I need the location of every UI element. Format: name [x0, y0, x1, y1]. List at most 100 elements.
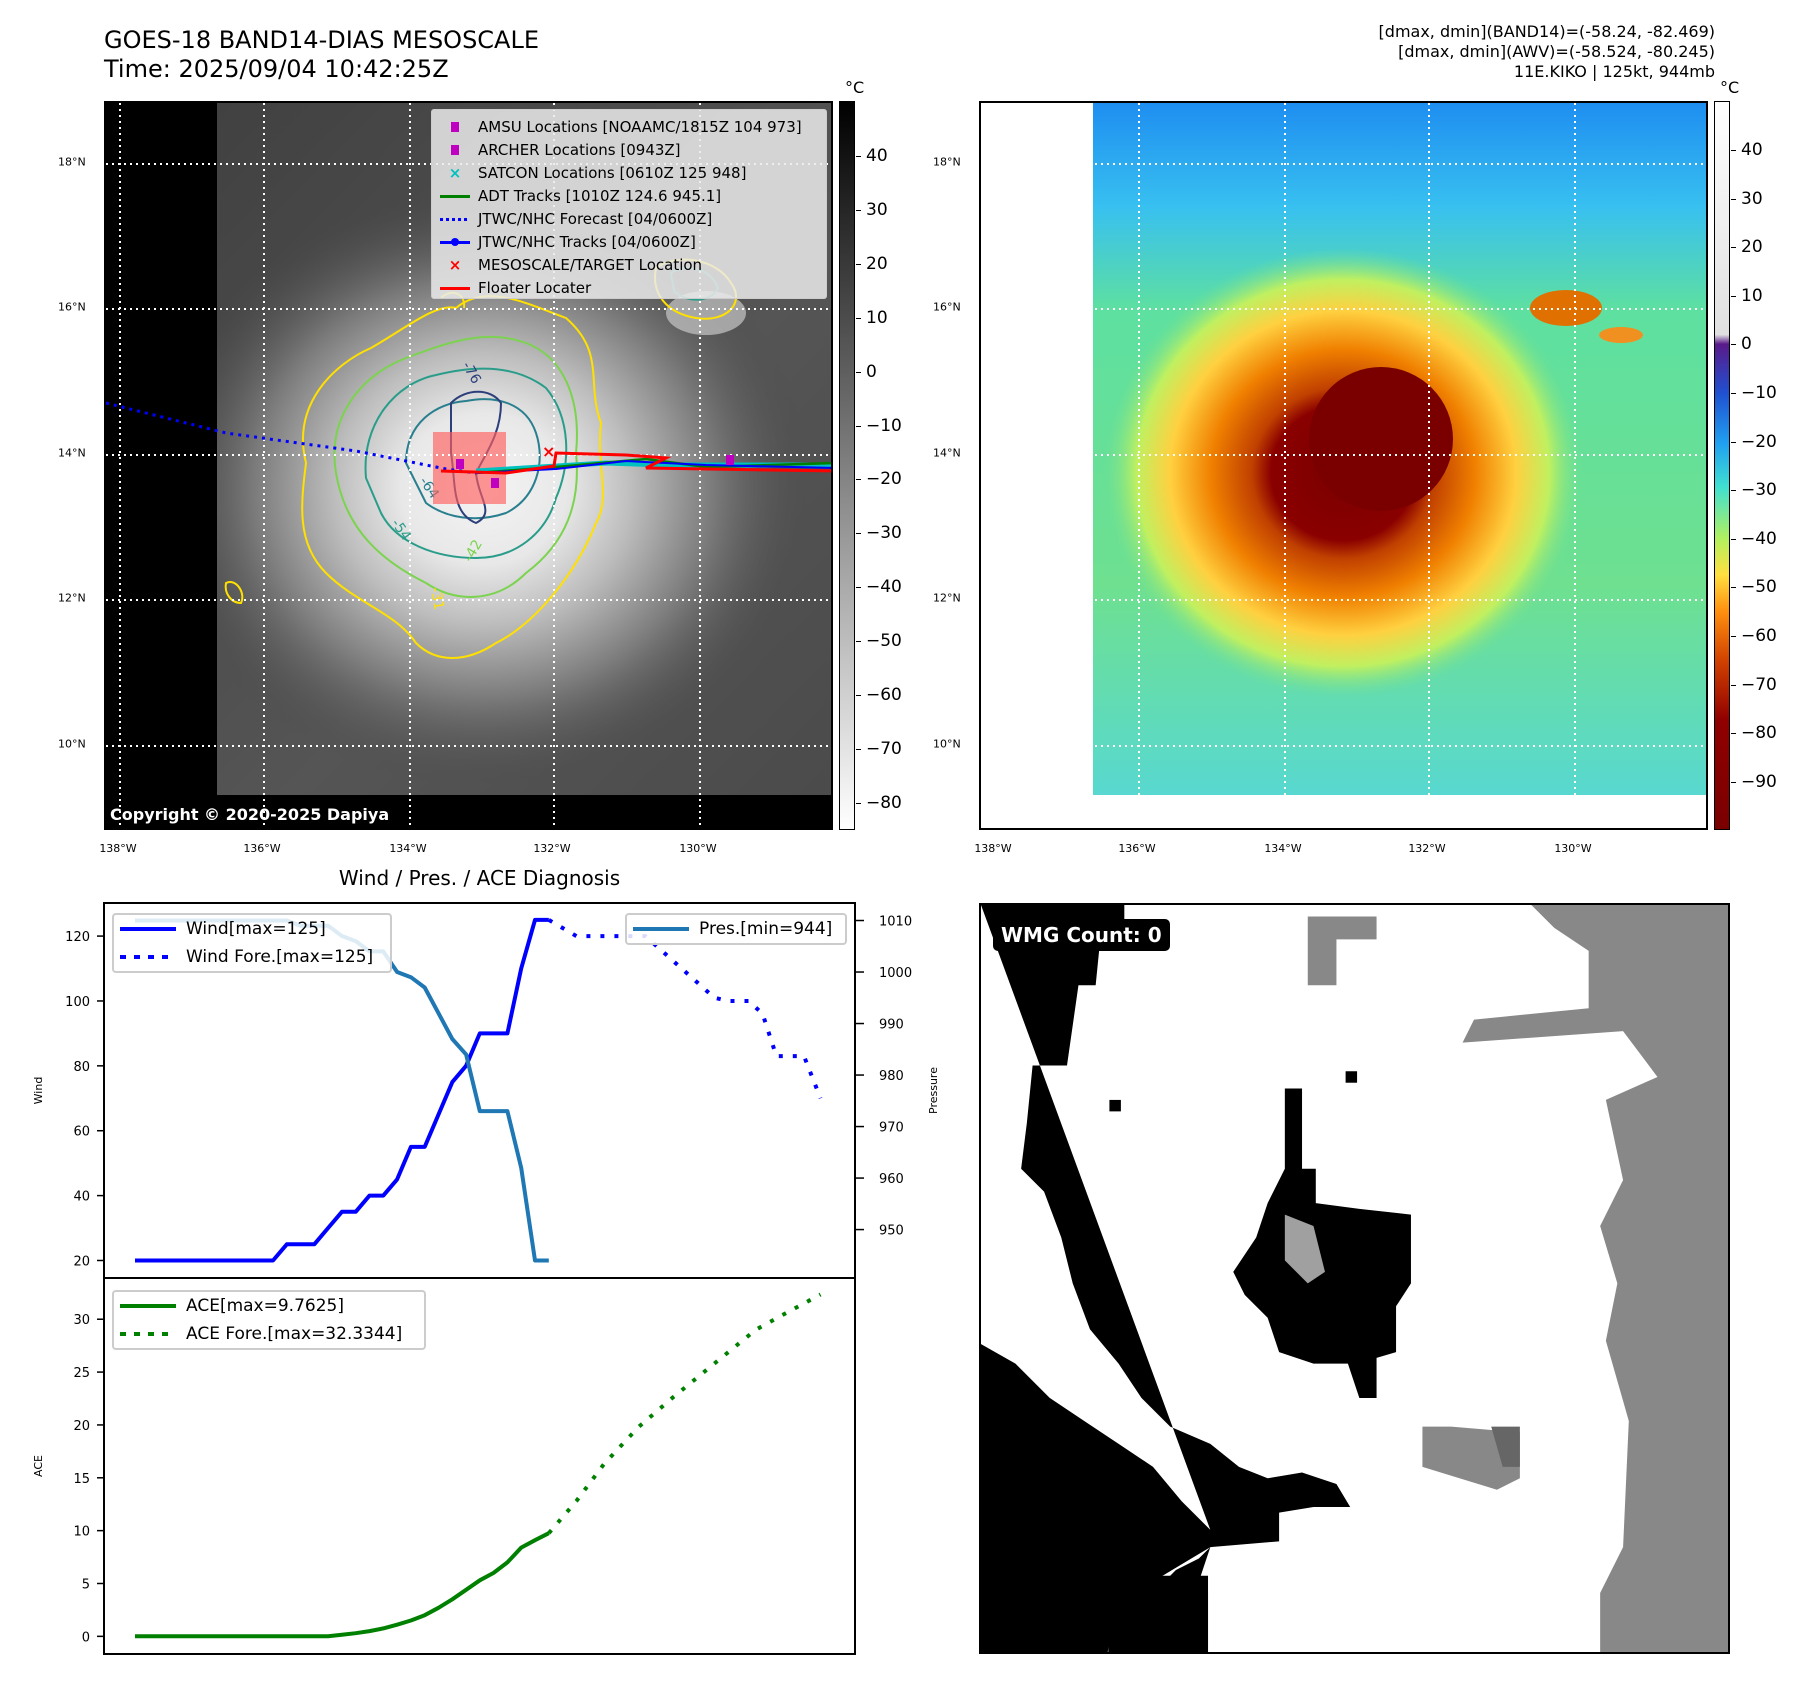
legend-label: AMSU Locations [NOAAMC/1815Z 104 973]: [478, 118, 802, 136]
y2-tick-label: 960: [879, 1172, 904, 1187]
color-colorbar: [1714, 101, 1730, 830]
legend-entry: × SATCON Locations [0610Z 125 948]: [432, 162, 747, 184]
colorbar-tick-label: 0: [1731, 334, 1752, 355]
legend-entry: AMSU Locations [NOAAMC/1815Z 104 973]: [432, 116, 802, 138]
contour-label: -31: [427, 586, 447, 611]
colorbar-tick-label: 20: [1731, 237, 1763, 258]
colorbar-tick-label: −70: [1731, 674, 1777, 695]
latitude-label: 14°N: [933, 446, 961, 460]
colorbar-tick-label: −40: [856, 577, 902, 598]
legend-entry: ARCHER Locations [0943Z]: [432, 139, 681, 161]
legend-label: JTWC/NHC Tracks [04/0600Z]: [478, 233, 696, 251]
colorbar-tick-label: −20: [1731, 431, 1777, 452]
y2-tick-label: 1000: [879, 966, 912, 981]
storm-info: [dmax, dmin](BAND14)=(-58.24, -82.469) […: [1379, 22, 1715, 82]
y-axis-label: Wind: [32, 1077, 45, 1105]
y-tick-label: 25: [73, 1366, 90, 1381]
ir-map-grayscale[interactable]: -76 -64 -54 -42 -31 × AMSU Locations [NO…: [104, 101, 833, 830]
longitude-label: 138°W: [974, 842, 1012, 855]
colorbar-tick-label: −80: [1731, 723, 1777, 744]
wmg-classification-image: [981, 905, 1728, 1652]
legend-label: ARCHER Locations [0943Z]: [478, 141, 681, 159]
legend-label: SATCON Locations [0610Z 125 948]: [478, 164, 747, 182]
colorbar-tick-label: −10: [856, 415, 902, 436]
longitude-label: 132°W: [1408, 842, 1446, 855]
colorbar-tick-label: −20: [856, 469, 902, 490]
y-tick-label: 60: [73, 1125, 90, 1140]
line-marker-icon: [432, 286, 478, 290]
longitude-label: 130°W: [1554, 842, 1592, 855]
series-line-wind-fore-: [547, 918, 823, 1100]
y-tick-label: 15: [73, 1472, 90, 1487]
ir-map-color[interactable]: [979, 101, 1708, 830]
dotted-line-icon: [120, 955, 176, 959]
pressure-legend: Pres.[min=944]: [625, 913, 847, 945]
wmg-count-label: WMG Count: 0: [993, 919, 1170, 951]
colorbar-tick-label: 30: [856, 199, 888, 220]
diagnosis-chart: 20 40 60 80 100 120 Wind 950 960 970 980 990 1000 101…: [32, 902, 940, 1655]
chart-svg: 20406080100120Wind9509609709809901000101…: [32, 902, 940, 1655]
square-marker-icon: [432, 122, 478, 132]
legend-label: MESOSCALE/TARGET Location: [478, 256, 703, 274]
legend-label: Wind Fore.[max=125]: [186, 947, 374, 967]
line-dot-marker-icon: [432, 237, 478, 246]
dotted-line-icon: [120, 1332, 176, 1336]
chart-title: Wind / Pres. / ACE Diagnosis: [338, 866, 621, 890]
colorbar-tick-label: 10: [1731, 285, 1763, 306]
legend-label: Wind[max=125]: [186, 919, 326, 939]
colorbar-tick-label: 0: [856, 361, 877, 382]
title-line-1: GOES-18 BAND14-DIAS MESOSCALE: [104, 26, 540, 54]
y-tick-label: 80: [73, 1060, 90, 1075]
dotted-marker-icon: [432, 217, 478, 221]
longitude-label: 130°W: [679, 842, 717, 855]
x-marker-icon: ×: [448, 256, 462, 274]
series-line-ace: [135, 1531, 550, 1639]
longitude-label: 136°W: [243, 842, 281, 855]
copyright-text: Copyright © 2020-2025 Dapiya: [110, 805, 390, 824]
colorbar-tick-label: 30: [1731, 188, 1763, 209]
legend-label: ACE Fore.[max=32.3344]: [186, 1324, 403, 1344]
longitude-label: 138°W: [99, 842, 137, 855]
wmg-panel[interactable]: WMG Count: 0: [979, 903, 1730, 1654]
latitude-label: 16°N: [58, 300, 86, 314]
colorbar-tick-label: −90: [1731, 771, 1777, 792]
colorbar-unit: °C: [1720, 78, 1740, 97]
colorbar-tick-label: 40: [1731, 140, 1763, 160]
legend-label: JTWC/NHC Forecast [04/0600Z]: [478, 210, 713, 228]
color-ir-imagery: [981, 103, 1706, 828]
longitude-label: 132°W: [533, 842, 571, 855]
latitude-label: 18°N: [58, 155, 86, 169]
target-x-marker: ×: [542, 442, 555, 461]
colorbar-tick-label: −70: [856, 738, 902, 759]
legend-entry: JTWC/NHC Tracks [04/0600Z]: [432, 231, 696, 253]
colorbar-tick-label: 10: [856, 307, 888, 328]
latitude-label: 16°N: [933, 300, 961, 314]
x-marker-icon: ×: [448, 164, 462, 182]
latitude-label: 10°N: [933, 737, 961, 751]
y2-tick-label: 1010: [879, 915, 912, 930]
series-line-wind: [135, 917, 549, 1263]
y2-tick-label: 980: [879, 1069, 904, 1084]
wind-legend: Wind[max=125] Wind Fore.[max=125]: [112, 913, 392, 973]
y-tick-label: 5: [82, 1577, 90, 1592]
longitude-label: 134°W: [389, 842, 427, 855]
colorbar-tick-label: −30: [1731, 480, 1777, 501]
legend-entry: JTWC/NHC Forecast [04/0600Z]: [432, 208, 712, 230]
y-axis-label: ACE: [32, 1455, 45, 1477]
latitude-label: 14°N: [58, 446, 86, 460]
y-tick-label: 0: [82, 1630, 90, 1645]
floater-track: [440, 451, 831, 475]
solid-line-icon: [633, 927, 689, 931]
y-tick-label: 20: [73, 1419, 90, 1434]
colorbar-tick-label: −30: [856, 523, 902, 544]
colorbar-tick-label: −10: [1731, 383, 1777, 403]
longitude-label: 134°W: [1264, 842, 1302, 855]
latitude-label: 18°N: [933, 155, 961, 169]
colorbar-tick-label: 20: [856, 253, 888, 274]
latitude-label: 10°N: [58, 737, 86, 751]
figure-title: GOES-18 BAND14-DIAS MESOSCALE Time: 2025/…: [104, 26, 539, 84]
band14-range: [dmax, dmin](BAND14)=(-58.24, -82.469): [1378, 22, 1715, 41]
latitude-label: 12°N: [933, 591, 961, 605]
y-tick-label: 40: [73, 1190, 90, 1205]
map-legend: AMSU Locations [NOAAMC/1815Z 104 973] ARC…: [431, 109, 827, 299]
